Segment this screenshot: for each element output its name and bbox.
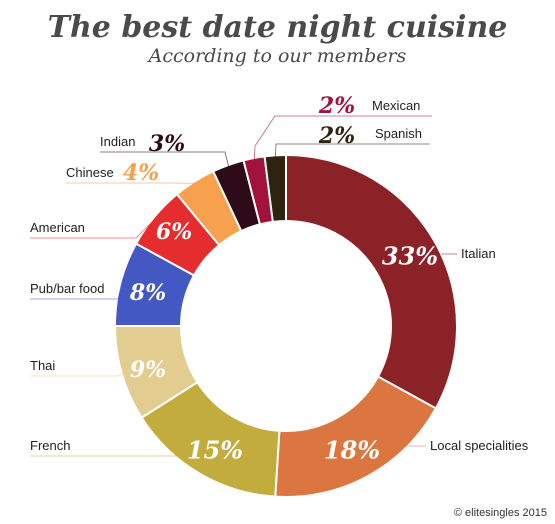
percent-label: 15% bbox=[187, 436, 243, 465]
percent-label: 8% bbox=[129, 280, 166, 306]
category-label: Thai bbox=[30, 358, 55, 373]
percent-label: 2% bbox=[318, 123, 355, 149]
percent-label: 3% bbox=[149, 131, 185, 157]
category-label: Mexican bbox=[372, 98, 420, 113]
category-label: Spanish bbox=[375, 126, 422, 141]
leader-line bbox=[100, 151, 230, 168]
category-label: Italian bbox=[461, 246, 496, 261]
category-label: Local specialities bbox=[430, 438, 529, 453]
category-label: Indian bbox=[100, 134, 135, 149]
percent-label: 33% bbox=[382, 242, 438, 271]
leader-line bbox=[30, 372, 124, 377]
percent-label: 2% bbox=[318, 93, 355, 119]
credit: © elitesingles 2015 bbox=[453, 507, 547, 519]
chart-subtitle: According to our members bbox=[148, 45, 407, 67]
leader-line bbox=[30, 455, 201, 472]
slice-italian bbox=[285, 153, 458, 410]
category-label: American bbox=[30, 220, 85, 235]
leader-line bbox=[30, 283, 123, 300]
category-label: Pub/bar food bbox=[30, 281, 104, 296]
percent-label: 18% bbox=[324, 436, 380, 465]
slice-spanish bbox=[263, 153, 287, 223]
leader-line bbox=[274, 143, 430, 158]
leader-line bbox=[30, 217, 157, 239]
percent-label: 9% bbox=[130, 357, 166, 383]
leader-line bbox=[253, 115, 432, 161]
chart-title: The best date night cuisine bbox=[47, 10, 508, 45]
percent-label: 6% bbox=[156, 219, 192, 245]
category-label: Chinese bbox=[66, 165, 114, 180]
percent-label: 4% bbox=[123, 160, 159, 186]
category-label: French bbox=[30, 438, 70, 453]
